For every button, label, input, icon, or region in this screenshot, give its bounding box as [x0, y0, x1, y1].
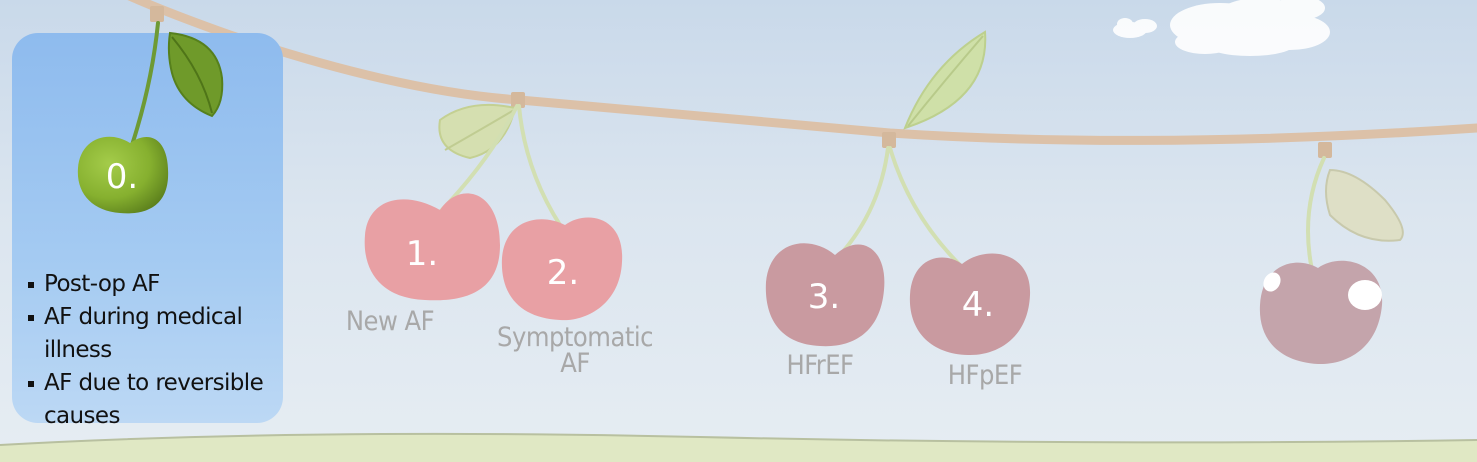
- list-item: AF during medical illness: [28, 301, 278, 367]
- cherry-2-number: 2.: [546, 253, 580, 293]
- category-0-panel: 0. Post-op AF AF during medical illness …: [12, 21, 283, 429]
- cherry-1-label: New AF: [345, 306, 435, 337]
- cloud: [1170, 0, 1330, 56]
- cherry-3: [765, 243, 885, 347]
- cherry-2: [501, 217, 623, 321]
- leaf-icon: [167, 31, 224, 118]
- cherry-4: [909, 253, 1031, 356]
- ground-line: [0, 432, 1477, 446]
- leaf-vein: [907, 35, 984, 127]
- cherry-2-label-line2: AF: [560, 347, 590, 379]
- cherry-0-artwork: [77, 21, 224, 214]
- cherry-3-label: HFrEF: [786, 350, 854, 381]
- cherry-1: [364, 193, 500, 301]
- cherry-1-number: 1.: [405, 234, 439, 274]
- cherry-3-number: 3.: [807, 277, 841, 317]
- cherry-4-label: HFpEF: [947, 360, 1023, 391]
- list-item: Post-op AF: [28, 268, 278, 301]
- cherry-5: [1259, 260, 1383, 365]
- leaf-vein: [444, 109, 515, 151]
- leaf-vein: [171, 36, 213, 114]
- cloud-small: [1113, 18, 1157, 38]
- cherry-0: [77, 136, 169, 214]
- cherry-2-label-line1: Symptomatic: [497, 322, 653, 353]
- cherry-4-number: 4.: [961, 285, 995, 325]
- bullet-list: Post-op AF AF during medical illness AF …: [28, 268, 278, 433]
- list-item: AF due to reversible causes: [28, 367, 278, 433]
- cherry-0-number: 0.: [105, 157, 139, 197]
- branch-knots: [150, 6, 1332, 158]
- cherry-2-label: Symptomatic AF: [480, 322, 670, 379]
- ground: [0, 433, 1477, 462]
- leaf-icon: [1325, 168, 1404, 242]
- stem: [130, 21, 160, 147]
